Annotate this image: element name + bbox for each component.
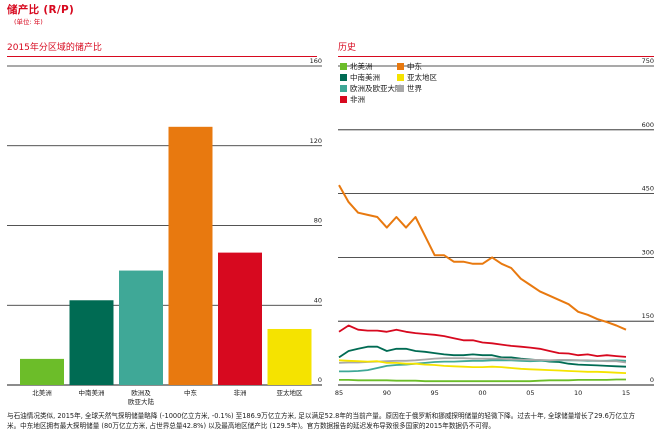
left-panel-title: 2015年分区域的储产比 — [7, 43, 102, 53]
bar-5 — [218, 252, 262, 385]
legend-label: 亚太地区 — [407, 72, 437, 82]
legend-swatch — [340, 85, 347, 92]
line-x-tick-label: 05 — [526, 389, 534, 397]
legend-swatch — [340, 96, 347, 103]
bar-category-label: 北美洲 — [32, 388, 52, 397]
legend-swatch — [397, 74, 404, 81]
unit-label: (单位: 年) — [14, 18, 43, 26]
bar-2 — [69, 300, 114, 385]
bar-y-tick-label: 0 — [318, 376, 322, 384]
line-x-tick-label: 00 — [478, 389, 486, 397]
bar-category-label: 中东 — [184, 388, 198, 397]
legend-label: 北美洲 — [350, 61, 373, 71]
legend-label: 世界 — [407, 83, 422, 93]
legend-label: 中东 — [407, 61, 422, 71]
legend-label: 非洲 — [350, 94, 365, 104]
line-y-tick-label: 150 — [642, 312, 654, 320]
bar-6 — [267, 328, 312, 385]
bar-4 — [168, 126, 213, 385]
line-x-tick-label: 10 — [574, 389, 582, 397]
series-line — [338, 324, 627, 358]
bar-category-label: 亚太地区 — [277, 388, 304, 397]
legend-swatch — [397, 63, 404, 70]
bar-y-tick-label: 40 — [314, 296, 322, 304]
series-line — [338, 357, 627, 364]
line-y-tick-label: 600 — [642, 121, 654, 129]
line-y-tick-label: 0 — [650, 376, 654, 384]
bar-3 — [119, 270, 163, 385]
bar-category-label: 非洲 — [234, 388, 247, 397]
bar-category-label: 欧亚大陆 — [128, 397, 155, 406]
line-y-tick-label: 450 — [642, 185, 654, 193]
bar-y-tick-label: 120 — [310, 137, 322, 145]
legend-label: 中南美洲 — [350, 72, 380, 82]
line-x-tick-label: 95 — [431, 389, 439, 397]
line-y-tick-label: 300 — [642, 248, 654, 256]
bar-y-tick-label: 80 — [314, 217, 322, 225]
right-panel-title: 历史 — [338, 43, 357, 53]
legend-label: 欧洲及欧亚大陆 — [350, 83, 403, 93]
legend-swatch — [340, 74, 347, 81]
series-line — [338, 345, 627, 368]
legend-swatch — [340, 63, 347, 70]
caption-text: 与石油情况类似, 2015年, 全球天然气探明储量略降 (-1000亿立方米, … — [7, 412, 636, 430]
bar-category-label: 中南美洲 — [79, 388, 105, 397]
bar-y-tick-label: 160 — [310, 57, 322, 65]
series-line — [338, 359, 627, 374]
legend-swatch — [397, 85, 404, 92]
right-panel-rule — [338, 56, 654, 57]
chart-title: 储产比 (R/P) — [7, 4, 75, 16]
series-line — [339, 378, 626, 383]
line-y-tick-label: 750 — [642, 57, 654, 65]
series-line — [338, 184, 627, 331]
line-x-tick-label: 85 — [335, 389, 343, 397]
line-x-tick-label: 15 — [622, 389, 630, 397]
bar-1 — [20, 358, 64, 385]
bar-category-label: 欧洲及 — [131, 388, 151, 397]
left-panel-rule — [7, 56, 317, 57]
line-x-tick-label: 90 — [383, 389, 391, 397]
